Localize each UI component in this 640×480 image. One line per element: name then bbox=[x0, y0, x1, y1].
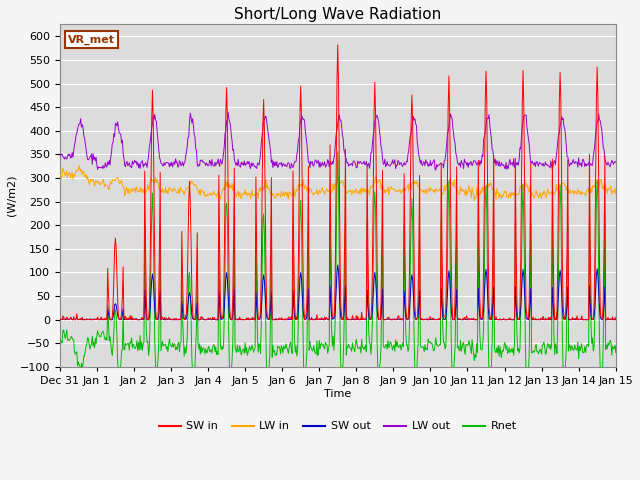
Y-axis label: (W/m2): (W/m2) bbox=[7, 175, 17, 216]
Title: Short/Long Wave Radiation: Short/Long Wave Radiation bbox=[234, 7, 442, 22]
X-axis label: Time: Time bbox=[324, 389, 351, 399]
Legend: SW in, LW in, SW out, LW out, Rnet: SW in, LW in, SW out, LW out, Rnet bbox=[154, 417, 521, 436]
Text: VR_met: VR_met bbox=[68, 35, 115, 45]
